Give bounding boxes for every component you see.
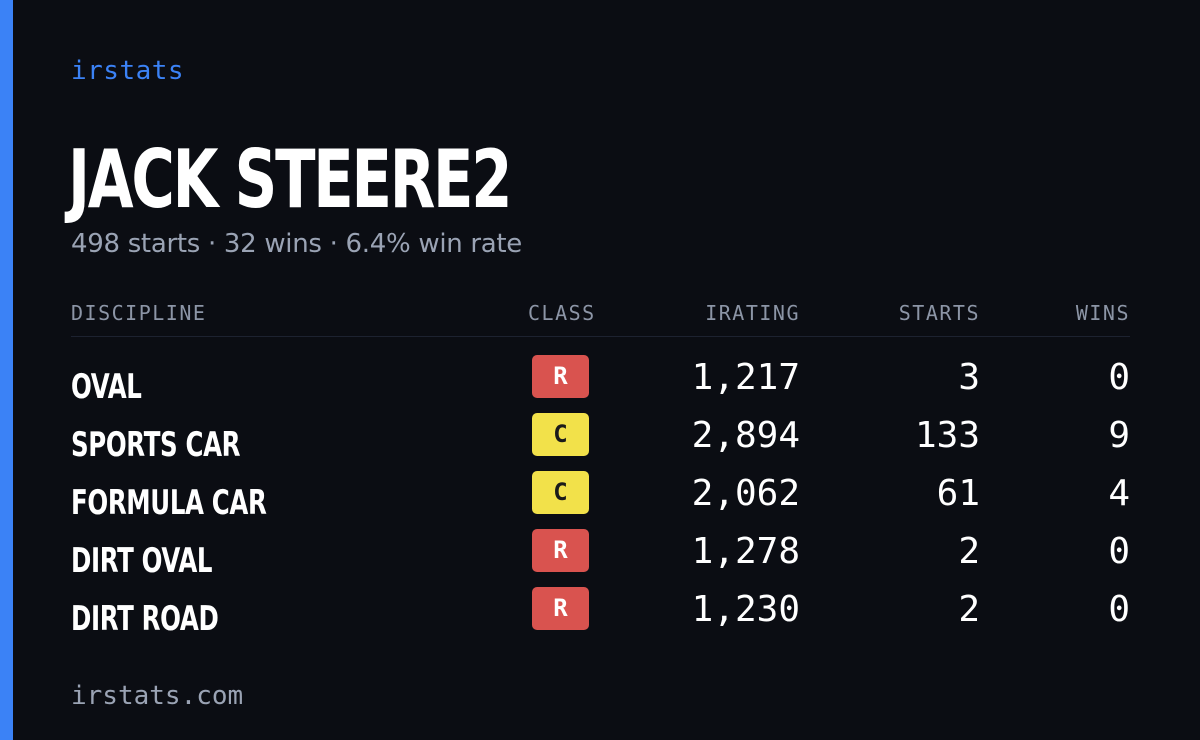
discipline-table: DISCIPLINE CLASS IRATING STARTS WINS OVA… <box>71 296 1130 643</box>
table-header: DISCIPLINE CLASS IRATING STARTS WINS <box>71 296 1130 337</box>
header-discipline: DISCIPLINE <box>71 301 207 325</box>
table-row: SPORTS CAR C 2,894 133 9 <box>71 411 1130 469</box>
discipline-name: DIRT OVAL <box>71 541 213 581</box>
wins-value: 4 <box>1108 473 1130 514</box>
wins-value: 9 <box>1108 415 1130 456</box>
driver-name: JACK STEERE2 <box>68 133 512 226</box>
class-badge: R <box>532 587 589 630</box>
wins-value: 0 <box>1108 589 1130 630</box>
irating-value: 1,217 <box>691 357 800 398</box>
class-badge: R <box>532 355 589 398</box>
table-row: DIRT ROAD R 1,230 2 0 <box>71 585 1130 643</box>
discipline-name: FORMULA CAR <box>71 483 267 523</box>
discipline-name: SPORTS CAR <box>71 425 241 465</box>
table-row: OVAL R 1,217 3 0 <box>71 353 1130 411</box>
header-irating: IRATING <box>705 301 800 325</box>
footer-url[interactable]: irstats.com <box>71 681 244 711</box>
table-row: FORMULA CAR C 2,062 61 4 <box>71 469 1130 527</box>
summary-stats: 498 starts · 32 wins · 6.4% win rate <box>71 229 523 259</box>
starts-value: 3 <box>958 357 980 398</box>
header-wins: WINS <box>1075 301 1130 325</box>
irating-value: 1,278 <box>691 531 800 572</box>
wins-value: 0 <box>1108 531 1130 572</box>
header-class: CLASS <box>528 301 596 325</box>
brand-label: irstats <box>71 56 185 86</box>
table-row: DIRT OVAL R 1,278 2 0 <box>71 527 1130 585</box>
starts-value: 2 <box>958 531 980 572</box>
starts-value: 133 <box>914 415 980 456</box>
starts-value: 2 <box>958 589 980 630</box>
accent-bar <box>0 0 13 740</box>
irating-value: 2,894 <box>691 415 800 456</box>
discipline-name: OVAL <box>71 367 142 407</box>
discipline-name: DIRT ROAD <box>71 599 219 639</box>
header-starts: STARTS <box>898 301 980 325</box>
starts-value: 61 <box>936 473 980 514</box>
irating-value: 1,230 <box>691 589 800 630</box>
table-body: OVAL R 1,217 3 0 SPORTS CAR C 2,894 133 … <box>71 337 1130 643</box>
class-badge: R <box>532 529 589 572</box>
class-badge: C <box>532 471 589 514</box>
wins-value: 0 <box>1108 357 1130 398</box>
class-badge: C <box>532 413 589 456</box>
irating-value: 2,062 <box>691 473 800 514</box>
